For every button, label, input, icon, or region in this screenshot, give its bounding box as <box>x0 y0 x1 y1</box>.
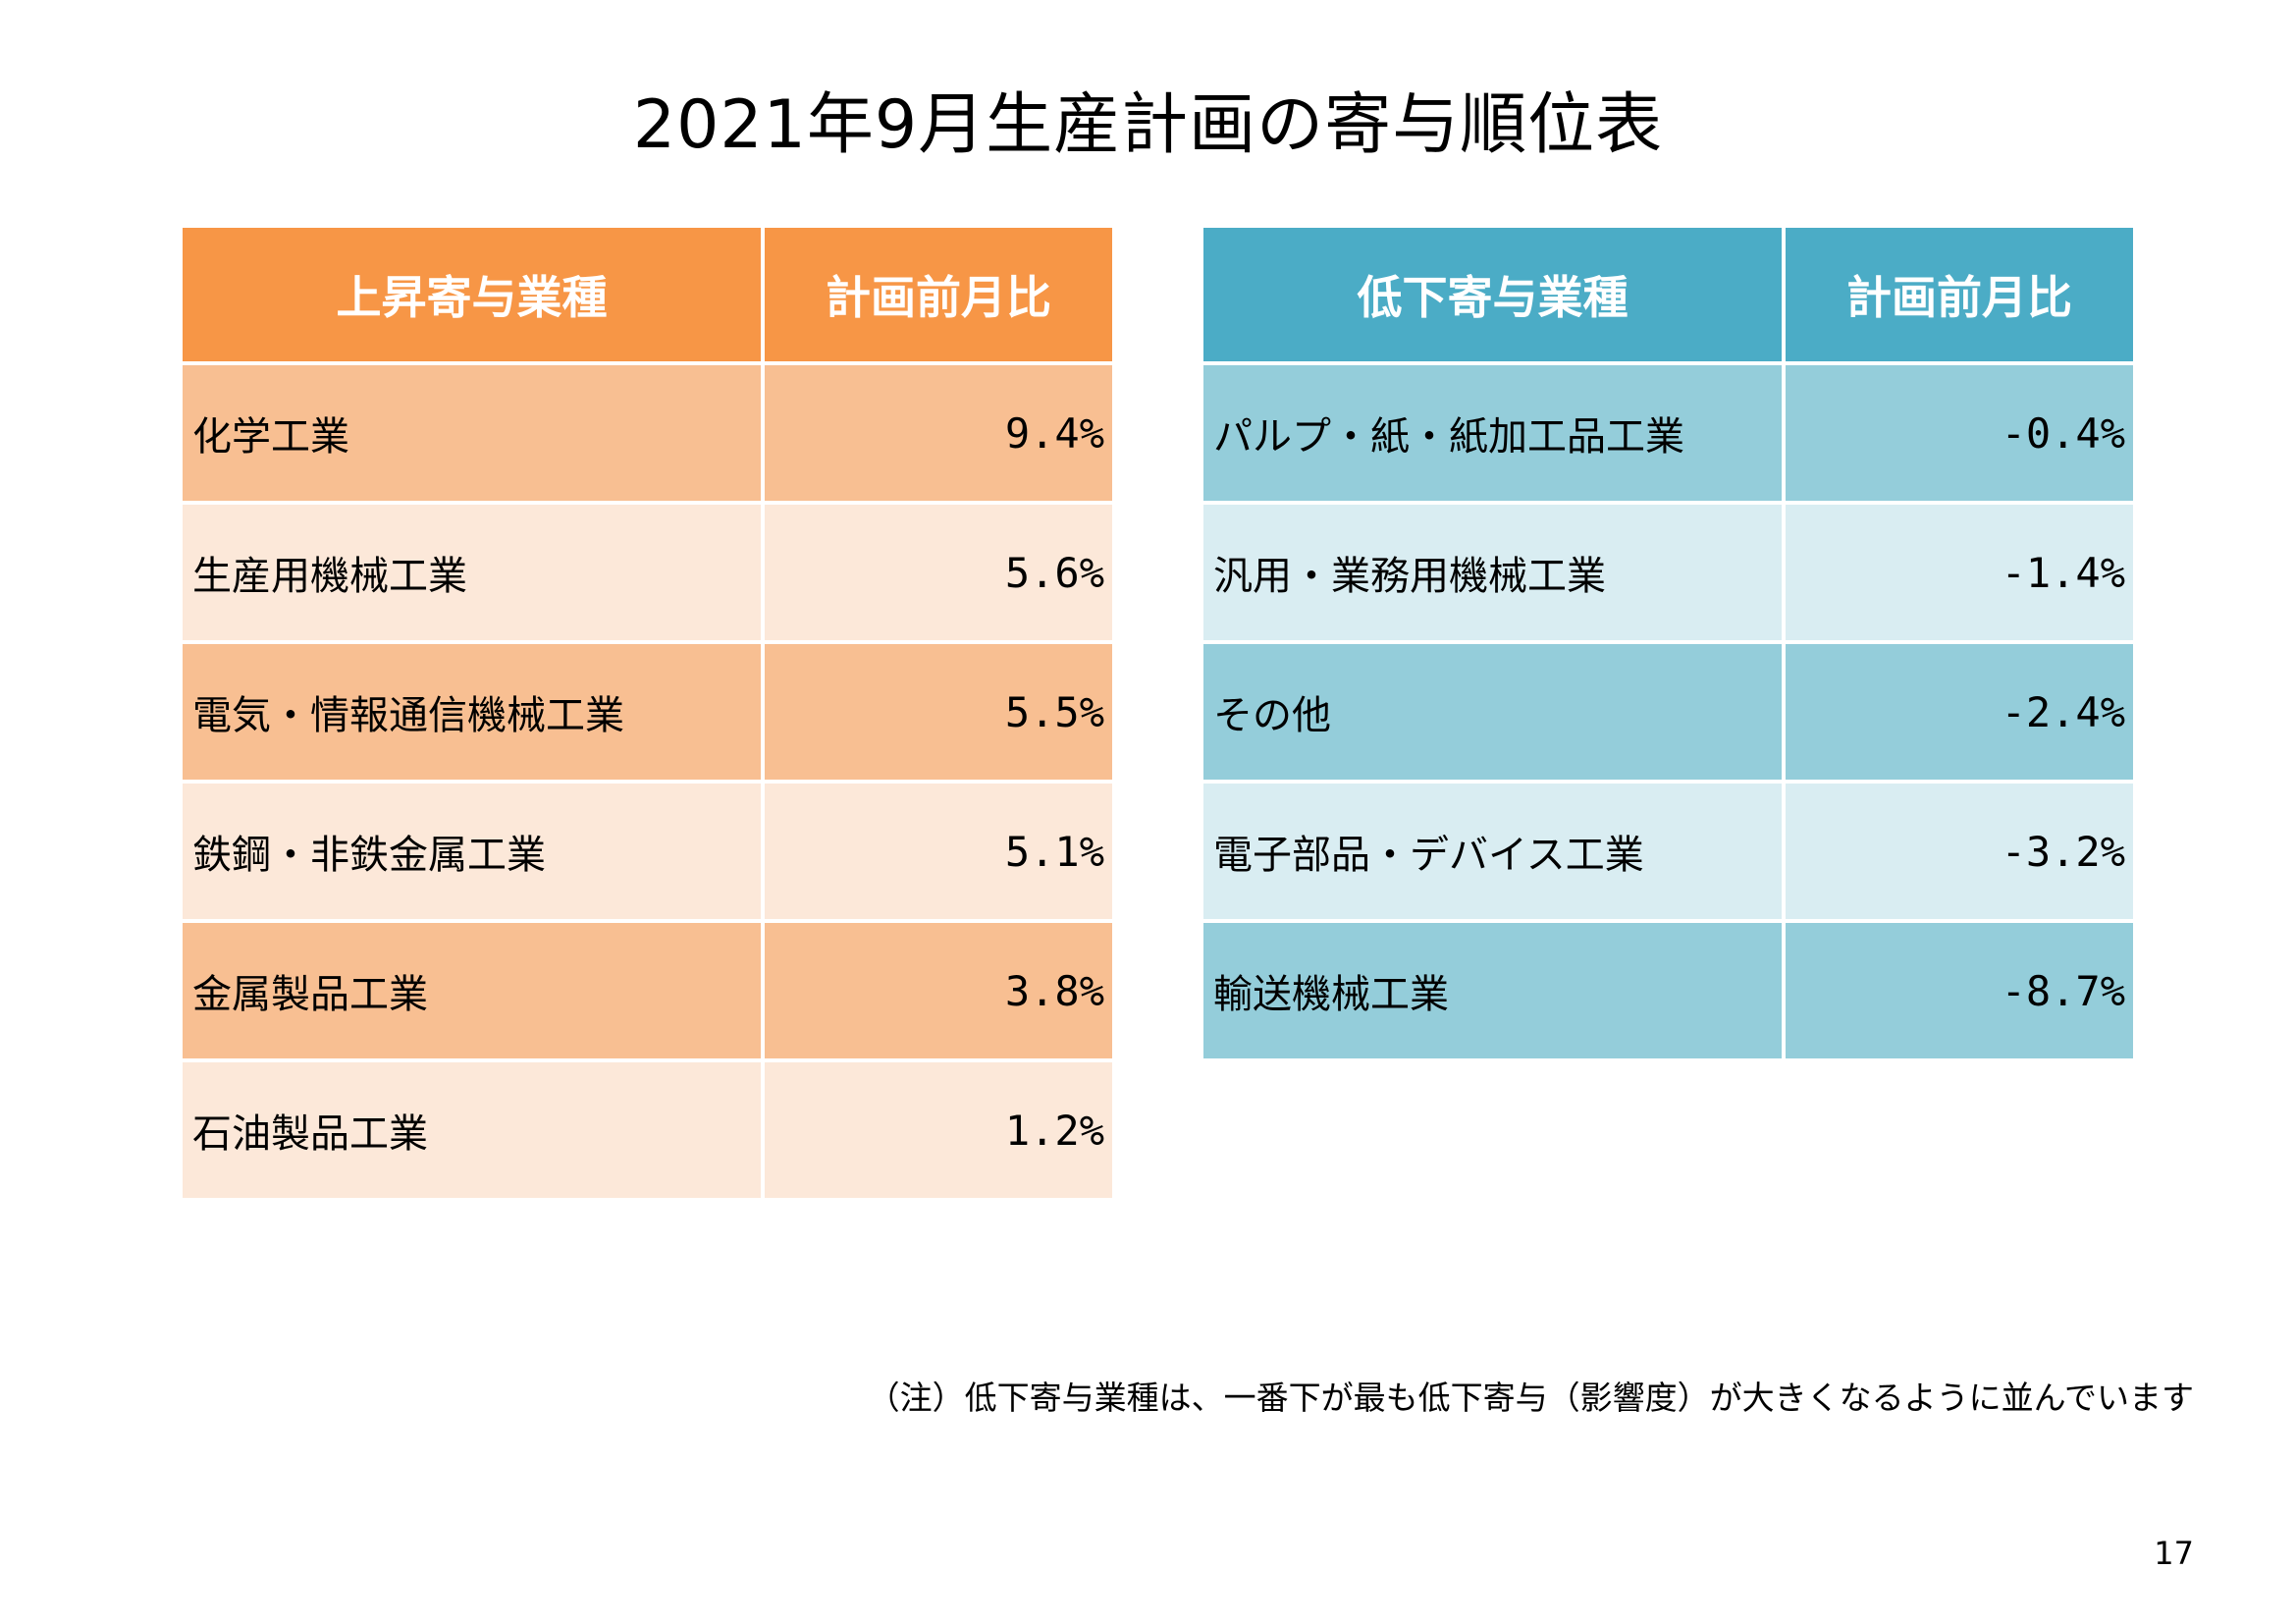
category-cell: 生産用機械工業 <box>183 505 761 640</box>
table-row: 汎用・業務用機械工業 -1.4% <box>1203 505 2133 640</box>
category-cell: 電気・情報通信機械工業 <box>183 644 761 780</box>
category-cell: 電子部品・デバイス工業 <box>1203 784 1782 919</box>
value-cell: -0.4% <box>1786 365 2133 501</box>
value-cell: 5.5% <box>765 644 1112 780</box>
category-cell: パルプ・紙・紙加工品工業 <box>1203 365 1782 501</box>
category-cell: 化学工業 <box>183 365 761 501</box>
table-row: 化学工業 9.4% <box>183 365 1112 501</box>
category-cell: 輸送機械工業 <box>1203 923 1782 1058</box>
table-row: パルプ・紙・紙加工品工業 -0.4% <box>1203 365 2133 501</box>
value-cell: 3.8% <box>765 923 1112 1058</box>
category-cell: 金属製品工業 <box>183 923 761 1058</box>
table-header-row: 低下寄与業種 計画前月比 <box>1203 228 2133 361</box>
table-row: 輸送機械工業 -8.7% <box>1203 923 2133 1058</box>
decrease-contribution-table: 低下寄与業種 計画前月比 パルプ・紙・紙加工品工業 -0.4% 汎用・業務用機械… <box>1200 224 2137 1062</box>
page-title: 2021年9月生産計画の寄与順位表 <box>632 86 1664 164</box>
table-row: 金属製品工業 3.8% <box>183 923 1112 1058</box>
table-row: 石油製品工業 1.2% <box>183 1062 1112 1198</box>
category-cell: 石油製品工業 <box>183 1062 761 1198</box>
table-row: 鉄鋼・非鉄金属工業 5.1% <box>183 784 1112 919</box>
increase-value-header: 計画前月比 <box>765 228 1112 361</box>
value-cell: -2.4% <box>1786 644 2133 780</box>
increase-category-header: 上昇寄与業種 <box>183 228 761 361</box>
increase-contribution-table: 上昇寄与業種 計画前月比 化学工業 9.4% 生産用機械工業 5.6% 電気・情… <box>179 224 1116 1202</box>
category-cell: 汎用・業務用機械工業 <box>1203 505 1782 640</box>
decrease-category-header: 低下寄与業種 <box>1203 228 1782 361</box>
table-row: 生産用機械工業 5.6% <box>183 505 1112 640</box>
value-cell: 5.6% <box>765 505 1112 640</box>
value-cell: 5.1% <box>765 784 1112 919</box>
table-row: その他 -2.4% <box>1203 644 2133 780</box>
table-row: 電子部品・デバイス工業 -3.2% <box>1203 784 2133 919</box>
value-cell: 1.2% <box>765 1062 1112 1198</box>
footnote: （注）低下寄与業種は、一番下が最も低下寄与（影響度）が大きくなるように並んでいま… <box>867 1379 2194 1417</box>
value-cell: 9.4% <box>765 365 1112 501</box>
category-cell: その他 <box>1203 644 1782 780</box>
value-cell: -1.4% <box>1786 505 2133 640</box>
table-header-row: 上昇寄与業種 計画前月比 <box>183 228 1112 361</box>
category-cell: 鉄鋼・非鉄金属工業 <box>183 784 761 919</box>
table-row: 電気・情報通信機械工業 5.5% <box>183 644 1112 780</box>
page-number: 17 <box>2154 1535 2194 1572</box>
value-cell: -3.2% <box>1786 784 2133 919</box>
value-cell: -8.7% <box>1786 923 2133 1058</box>
decrease-value-header: 計画前月比 <box>1786 228 2133 361</box>
